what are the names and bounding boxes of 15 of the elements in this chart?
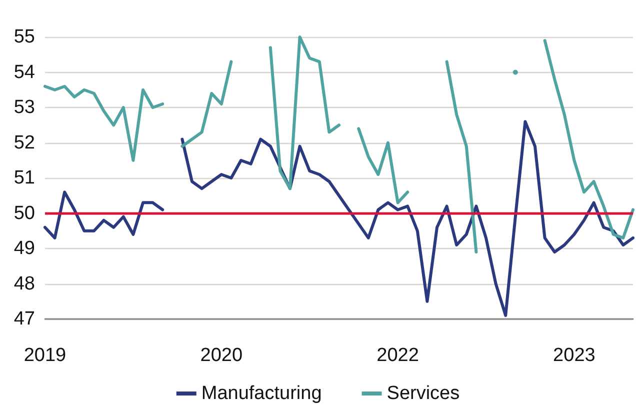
y-tick-label: 48 (14, 273, 35, 294)
x-tick-label: 2020 (200, 345, 243, 366)
y-tick-label: 55 (14, 26, 35, 48)
x-tick-label: 2022 (376, 345, 419, 366)
legend-label: Manufacturing (201, 383, 322, 404)
y-tick-label: 52 (14, 132, 35, 154)
y-tick-label: 50 (14, 202, 35, 224)
y-tick-label: 47 (14, 308, 35, 330)
y-tick-label: 51 (14, 168, 35, 188)
x-tick-label: 2019 (24, 345, 66, 366)
legend-label: Services (386, 383, 460, 404)
y-tick-label: 54 (14, 62, 36, 83)
y-tick-label: 53 (14, 97, 35, 118)
y-tick-label: 49 (14, 238, 35, 259)
x-tick-label: 2023 (553, 345, 596, 366)
